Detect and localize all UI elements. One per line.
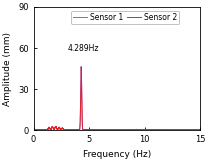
Sensor 2 xyxy=(185,129,187,131)
Sensor 1 xyxy=(199,129,201,131)
Text: 4.289Hz: 4.289Hz xyxy=(68,44,99,53)
Sensor 2 xyxy=(141,129,143,131)
Line: Sensor 2: Sensor 2 xyxy=(33,67,200,130)
Sensor 1 xyxy=(32,129,35,131)
Sensor 1 xyxy=(169,129,172,131)
Sensor 2 xyxy=(80,66,83,68)
Sensor 2 xyxy=(169,129,172,131)
Sensor 2 xyxy=(96,129,98,131)
Sensor 1 xyxy=(80,66,83,68)
Sensor 2 xyxy=(62,129,65,131)
Y-axis label: Amplitude (mm): Amplitude (mm) xyxy=(4,32,13,105)
X-axis label: Frequency (Hz): Frequency (Hz) xyxy=(83,150,151,159)
Legend: Sensor 1, Sensor 2: Sensor 1, Sensor 2 xyxy=(71,11,180,24)
Sensor 1 xyxy=(132,129,135,131)
Sensor 2 xyxy=(157,129,159,131)
Sensor 1 xyxy=(62,128,65,130)
Sensor 2 xyxy=(32,129,35,131)
Sensor 2 xyxy=(132,129,135,131)
Sensor 1 xyxy=(157,129,159,131)
Sensor 2 xyxy=(199,129,201,131)
Sensor 1 xyxy=(96,129,98,131)
Sensor 1 xyxy=(141,129,143,131)
Sensor 1 xyxy=(171,129,174,131)
Line: Sensor 1: Sensor 1 xyxy=(33,67,200,130)
